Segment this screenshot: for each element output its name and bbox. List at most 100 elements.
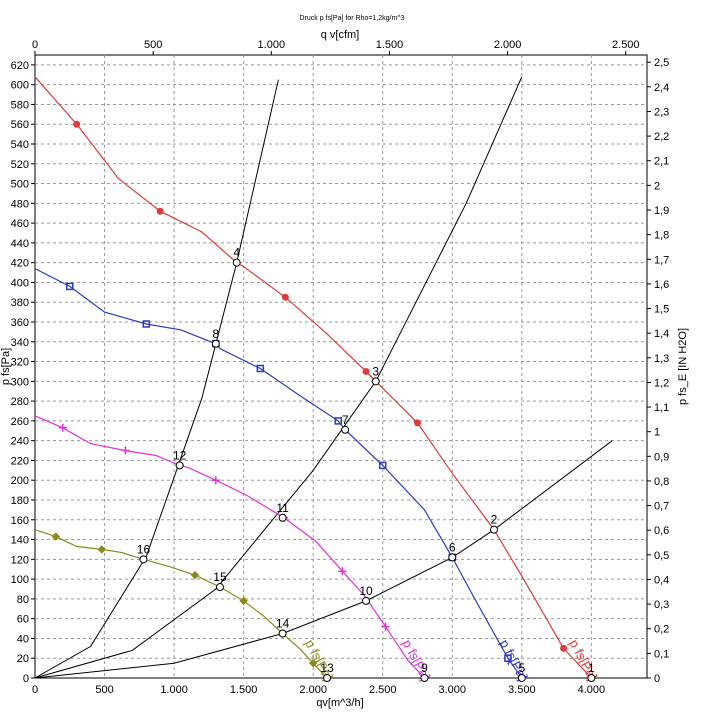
data-point <box>504 654 512 662</box>
y-right-tick-label: 1,7 <box>654 254 669 266</box>
data-point <box>51 532 61 541</box>
operating-point <box>211 339 220 348</box>
operating-point <box>341 425 350 434</box>
operating-point-label: 3 <box>372 364 379 378</box>
data-point <box>121 446 130 455</box>
y-tick-label: 240 <box>11 436 29 448</box>
x-tick-label: 2.000 <box>299 684 327 696</box>
y-tick-label: 60 <box>17 614 29 626</box>
series-label-4: p fs[Pa] <box>302 637 336 683</box>
series-line-1 <box>34 76 592 679</box>
x-top-tick-label: 0 <box>32 39 38 51</box>
y-tick-label: 20 <box>17 653 29 665</box>
y-tick-label: 620 <box>11 60 29 72</box>
y-right-tick-label: 1,2 <box>654 377 669 389</box>
data-point <box>256 364 265 373</box>
y-right-tick-label: 1,3 <box>654 353 669 365</box>
x-axis-label: qv[m^3/h] <box>316 697 363 709</box>
operating-point-label: 5 <box>518 661 525 675</box>
operating-point <box>175 461 184 470</box>
y-right-tick-label: 0,5 <box>654 550 669 562</box>
y-tick-label: 140 <box>11 535 29 547</box>
operating-point-label: 6 <box>449 540 456 554</box>
y-right-tick-label: 0,6 <box>654 525 669 537</box>
y-right-tick-label: 2,4 <box>654 82 669 94</box>
operating-point <box>517 674 526 682</box>
data-point <box>239 596 248 606</box>
y-tick-label: 500 <box>11 179 29 191</box>
data-point <box>97 545 106 554</box>
x-tick-label: 500 <box>95 684 113 696</box>
operating-point-label: 11 <box>276 501 289 515</box>
y-tick-label: 600 <box>11 80 29 92</box>
data-point <box>308 658 318 668</box>
y-tick-label: 480 <box>11 198 29 210</box>
y-tick-label: 280 <box>11 396 29 408</box>
data-point <box>560 644 568 652</box>
operating-point-label: 15 <box>213 570 227 584</box>
series-label-3: p fs[Pa] <box>399 637 433 683</box>
y-right-tick-label: 1,5 <box>654 304 669 316</box>
y-right-tick-label: 1,1 <box>654 402 669 414</box>
x-top-tick-label: 2.500 <box>612 39 640 51</box>
y-tick-label: 400 <box>11 277 29 289</box>
operating-point-label: 4 <box>233 246 240 260</box>
y-tick-label: 380 <box>11 297 29 309</box>
data-point <box>211 476 220 485</box>
y-tick-label: 520 <box>11 159 29 171</box>
data-point <box>414 419 421 427</box>
operating-point <box>448 553 457 562</box>
y-tick-label: 560 <box>11 119 29 131</box>
y-tick-label: 440 <box>11 238 29 250</box>
operating-point <box>232 258 241 267</box>
y-right-tick-label: 2,3 <box>654 106 669 118</box>
y-right-tick-label: 2 <box>654 180 660 192</box>
data-point <box>378 461 387 470</box>
system-curve <box>34 79 279 679</box>
series-line-3 <box>34 415 425 679</box>
x-tick-label: 2.500 <box>369 684 397 696</box>
data-point <box>73 120 81 128</box>
x-top-tick-label: 500 <box>144 39 162 51</box>
y-right-tick-label: 1,9 <box>654 205 669 217</box>
data-point <box>334 417 342 425</box>
series-label-1: p fs[Pa] <box>566 637 600 683</box>
y-tick-label: 300 <box>11 376 29 388</box>
y-tick-label: 200 <box>11 475 29 487</box>
y-right-tick-label: 2,2 <box>654 131 669 143</box>
operating-point <box>139 555 148 564</box>
y-right-tick-label: 1,8 <box>654 230 669 242</box>
y-tick-label: 360 <box>11 317 29 329</box>
series-line-2 <box>34 268 523 679</box>
y-tick-label: 340 <box>11 337 29 349</box>
x-top-tick-label: 1.000 <box>258 39 286 51</box>
data-point <box>381 622 390 631</box>
y-right-tick-label: 0,8 <box>654 476 669 488</box>
x-tick-label: 1.500 <box>230 684 258 696</box>
series-line-4 <box>34 529 328 679</box>
y-tick-label: 180 <box>11 495 29 507</box>
y-right-tick-label: 2,5 <box>654 57 669 69</box>
y-right-tick-label: 1,4 <box>654 328 669 340</box>
y-tick-label: 40 <box>17 633 29 645</box>
y-right-axis-label: p fs_E [IN H2O] <box>677 328 689 405</box>
y-right-tick-label: 2,1 <box>654 156 669 168</box>
x-tick-label: 3.500 <box>508 684 536 696</box>
operating-point-label: 7 <box>342 413 349 427</box>
x-top-axis-label: q v[cfm] <box>321 29 360 41</box>
y-tick-label: 260 <box>11 416 29 428</box>
y-tick-label: 100 <box>11 574 29 586</box>
y-right-tick-label: 0 <box>654 673 660 685</box>
data-point <box>281 293 289 301</box>
x-tick-label: 4.000 <box>578 684 606 696</box>
data-point <box>66 282 74 291</box>
y-tick-label: 0 <box>23 673 29 685</box>
operating-point <box>420 674 429 682</box>
y-tick-label: 80 <box>17 594 29 606</box>
operating-point <box>215 583 224 592</box>
y-right-tick-label: 0,1 <box>654 648 669 660</box>
y-tick-label: 220 <box>11 455 29 467</box>
system-curve <box>34 76 523 679</box>
